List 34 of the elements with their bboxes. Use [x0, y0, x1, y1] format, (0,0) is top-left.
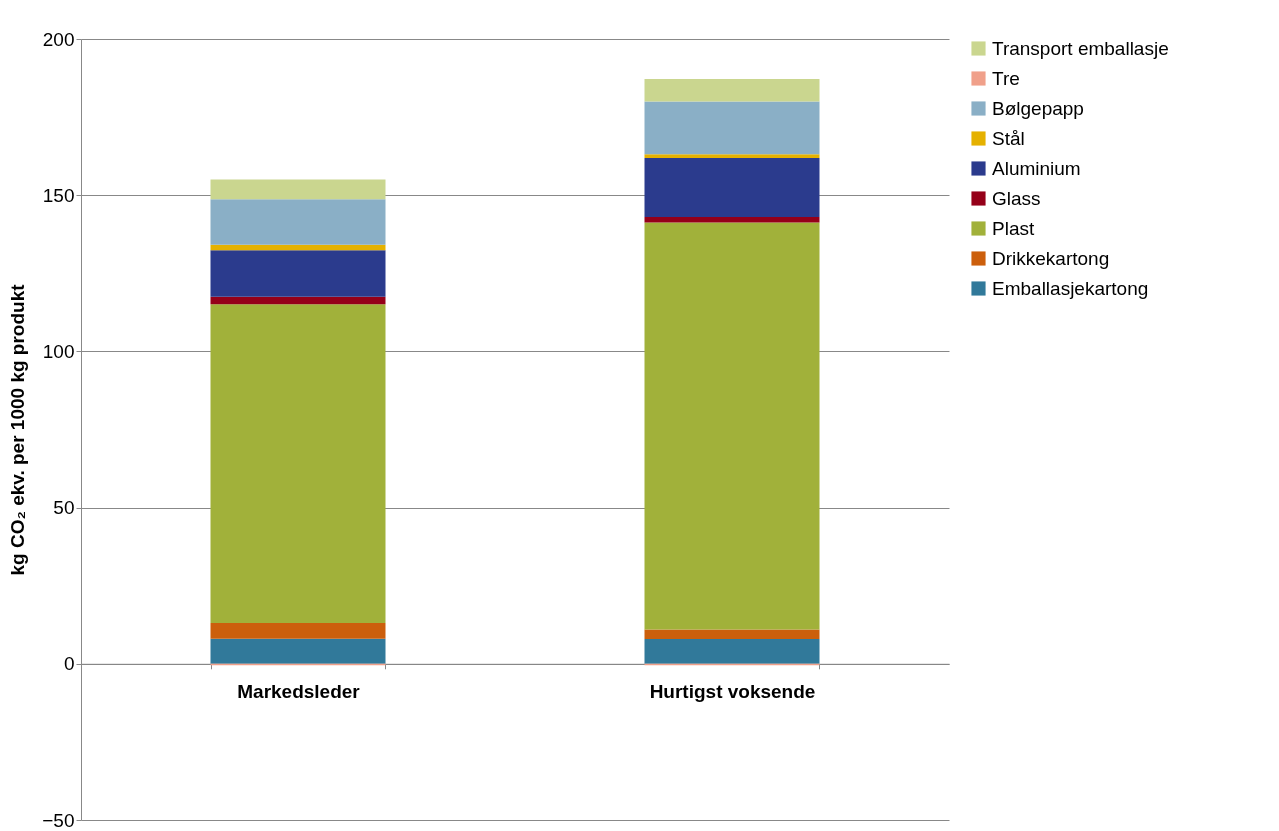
bar: [210, 296, 386, 305]
y-axis-title: kg CO₂ ekv. per 1000 kg produkt: [7, 283, 29, 576]
bar: [210, 638, 386, 664]
y-tick-label: −50: [42, 809, 75, 831]
legend-label: Tre: [992, 67, 1020, 89]
y-tick-label: 200: [42, 28, 75, 50]
y-tick-label: 100: [42, 340, 75, 362]
bar: [210, 199, 386, 245]
bar: [644, 158, 820, 218]
legend-label: Emballasjekartong: [992, 277, 1149, 299]
bar: [644, 78, 820, 102]
legend-label: Aluminium: [992, 157, 1081, 179]
legend-label: Stål: [992, 127, 1025, 149]
bar: [644, 629, 820, 640]
legend-label: Glass: [992, 187, 1041, 209]
legend-label: Transport emballasje: [992, 37, 1169, 59]
bar: [644, 154, 820, 159]
bar: [644, 639, 820, 664]
bar: [210, 244, 386, 251]
bar: [210, 304, 386, 623]
bar: [210, 250, 386, 297]
legend-label: Plast: [992, 217, 1035, 239]
bar: [210, 622, 386, 639]
bar: [644, 101, 820, 155]
x-tick-label: Markedsleder: [237, 681, 361, 703]
legend-label: Drikkekartong: [992, 247, 1110, 269]
bar: [644, 222, 820, 630]
y-tick-label: 0: [63, 653, 75, 675]
legend-label: Bølgepapp: [992, 97, 1084, 119]
bar: [210, 179, 386, 200]
y-tick-label: 50: [53, 497, 75, 519]
y-tick-label: 150: [42, 184, 75, 206]
bar: [644, 217, 820, 223]
x-tick-label: Hurtigst voksende: [649, 681, 816, 703]
